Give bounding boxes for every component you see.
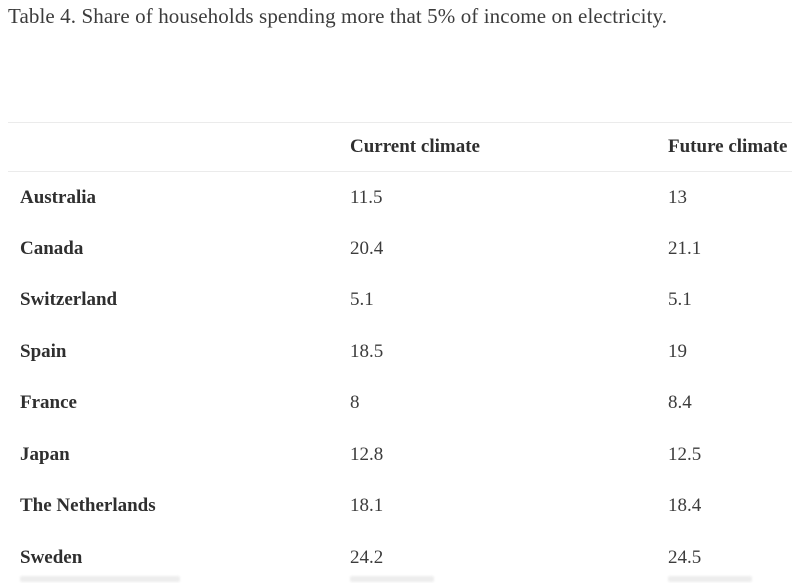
future-climate-cell: 19 (668, 340, 687, 362)
column-header-future-climate: Future climate (668, 122, 792, 172)
households-electricity-table: Current climate Future climate Australia… (8, 122, 792, 583)
country-cell: Japan (20, 443, 70, 465)
table-row: Sweden 24.2 24.5 (8, 532, 792, 583)
current-climate-cell: 8 (350, 392, 360, 414)
column-header-empty (8, 122, 350, 172)
table-row: The Netherlands 18.1 18.4 (8, 481, 792, 533)
future-climate-cell: 5.1 (668, 289, 692, 311)
future-climate-cell: 24.5 (668, 546, 702, 568)
country-cell: Canada (20, 237, 84, 259)
header-row: Current climate Future climate (8, 122, 792, 172)
table-caption: Table 4. Share of households spending mo… (8, 4, 668, 28)
future-climate-cell: 8.4 (668, 392, 692, 414)
cropped-text-fragment (668, 576, 752, 582)
future-climate-cell: 18.4 (668, 495, 702, 517)
current-climate-cell: 20.4 (350, 237, 384, 259)
current-climate-cell: 12.8 (350, 443, 384, 465)
table-row: Switzerland 5.1 5.1 (8, 275, 792, 327)
table-row: Canada 20.4 21.1 (8, 223, 792, 275)
table-row: France 8 8.4 (8, 378, 792, 430)
country-cell: Sweden (20, 546, 83, 568)
table-container: Current climate Future climate Australia… (8, 122, 792, 583)
country-cell: Australia (20, 186, 96, 208)
cropped-next-row (0, 574, 800, 583)
cropped-text-fragment (20, 576, 180, 582)
country-cell: France (20, 392, 77, 414)
column-header-current-climate: Current climate (350, 122, 668, 172)
table-row: Japan 12.8 12.5 (8, 429, 792, 481)
country-cell: Spain (20, 340, 67, 362)
future-climate-cell: 12.5 (668, 443, 702, 465)
current-climate-cell: 5.1 (350, 289, 374, 311)
current-climate-cell: 18.5 (350, 340, 384, 362)
current-climate-cell: 18.1 (350, 495, 384, 517)
country-cell: Switzerland (20, 289, 118, 311)
cropped-text-fragment (350, 576, 434, 582)
table-row: Australia 11.5 13 (8, 172, 792, 224)
current-climate-cell: 11.5 (350, 186, 383, 208)
future-climate-cell: 13 (668, 186, 687, 208)
table-row: Spain 18.5 19 (8, 326, 792, 378)
future-climate-cell: 21.1 (668, 237, 702, 259)
current-climate-cell: 24.2 (350, 546, 384, 568)
country-cell: The Netherlands (20, 495, 156, 517)
